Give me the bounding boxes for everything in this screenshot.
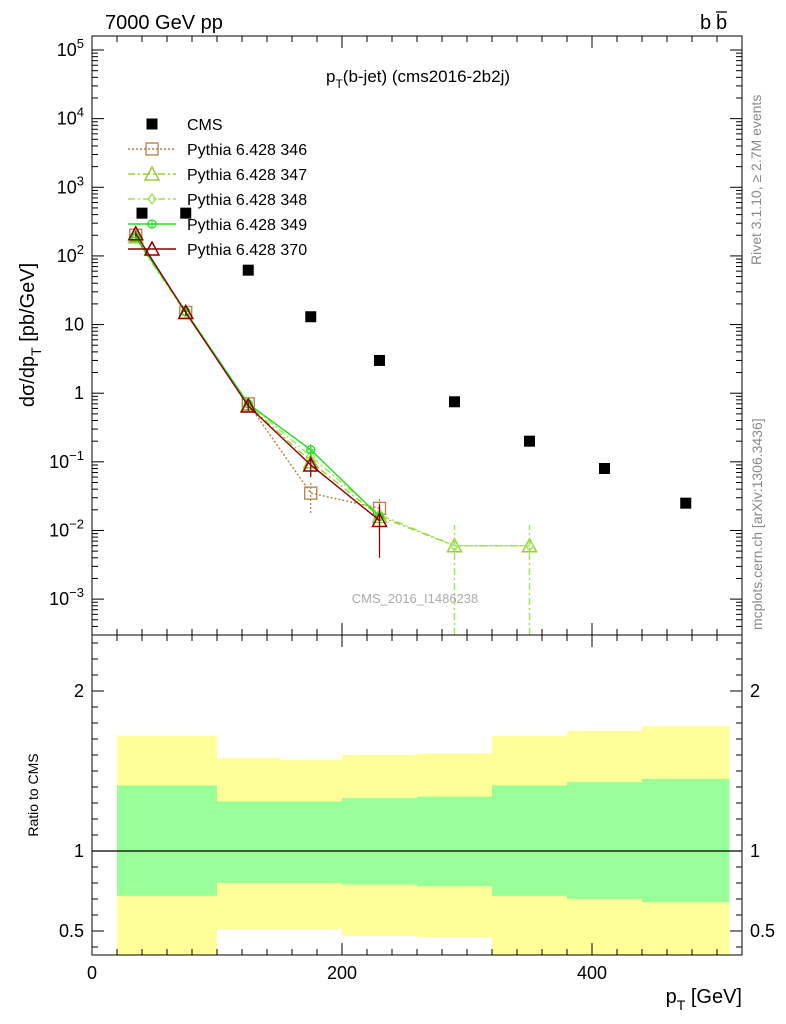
ratio-green-band-4: [417, 796, 492, 887]
series-1-line: [135, 234, 380, 510]
series-5: [127, 225, 388, 558]
y-tick-label-10: 10: [64, 315, 84, 335]
x-tick-label-200: 200: [327, 963, 357, 983]
legend-label-3: Pythia 6.428 348: [187, 192, 307, 209]
rivet-version-label: Rivet 3.1.10, ≥ 2.7M events: [748, 95, 764, 265]
series-4-line: [135, 237, 380, 517]
legend-marker-0: [146, 118, 158, 130]
legend: CMS Pythia 6.428 346 Pythia 6.428 347 Pythi…: [128, 117, 307, 259]
y-tick-label-100000: 105: [57, 36, 84, 60]
series-3-point-6: [524, 539, 535, 552]
series-3-line: [135, 238, 530, 547]
mcplots-credit-label: mcplots.cern.ch [arXiv:1306.3436]: [749, 418, 765, 630]
ratio-green-band-5: [492, 785, 567, 896]
series-0-point-0: [136, 207, 148, 219]
main-plot: 10−3 10−2 10−1 1 10 102 103 104 105 dσ/dpT [pb/Ge…: [17, 35, 743, 636]
legend-marker-1: [145, 142, 159, 156]
ratio-y-label-left-0.5: 0.5: [59, 921, 84, 941]
ratio-green-band-7: [642, 779, 730, 903]
header-process-b: b: [700, 12, 711, 34]
ratio-green-band-6: [567, 782, 642, 899]
ratio-y-label-right-0.5: 0.5: [750, 921, 775, 941]
series-4: [131, 232, 385, 531]
series-0-point-2: [242, 264, 254, 276]
legend-label-2: Pythia 6.428 347: [187, 167, 307, 184]
y-tick-label-0.01: 10−2: [49, 516, 84, 540]
series-0: [136, 207, 692, 509]
ratio-y-label-left-1: 1: [74, 841, 84, 861]
series-0-point-1: [180, 207, 192, 219]
ratio-axis-title: Ratio to CMS: [25, 753, 41, 836]
x-tick-label-0: 0: [87, 963, 97, 983]
ratio-green-band-3: [342, 798, 417, 885]
header-process: b b: [700, 11, 727, 34]
series-1: [129, 228, 387, 526]
ratio-y-label-right-1: 1: [750, 841, 760, 861]
series-0-point-6: [524, 435, 535, 447]
series-5-point-1: [177, 303, 195, 320]
y-tick-label-1000: 103: [57, 173, 84, 197]
series-2-line: [135, 236, 530, 547]
ratio-y-label-right-2: 2: [750, 681, 760, 701]
series-5-line: [135, 233, 380, 521]
x-tick-label-400: 400: [577, 963, 607, 983]
legend-label-0: CMS: [187, 117, 223, 134]
series-5-point-0: [127, 225, 145, 241]
series-2: [127, 228, 538, 635]
series-3: [130, 232, 535, 635]
legend-label-5: Pythia 6.428 370: [187, 242, 307, 259]
series-1-point-3: [304, 486, 318, 500]
series-4-point-3: [306, 445, 316, 455]
series-0-point-4: [374, 354, 385, 366]
header-process-bbar: b: [716, 12, 727, 34]
y-tick-label-0.1: 10−1: [49, 448, 84, 472]
y-tick-label-1: 1: [74, 383, 84, 403]
legend-marker-3: [147, 192, 157, 206]
analysis-watermark: CMS_2016_I1486238: [352, 591, 479, 606]
legend-label-4: Pythia 6.428 349: [187, 217, 307, 234]
ratio-plot: 0 200 400 0.5 0.5 1 1 2 2 Ratio to CMS pT [GeV]: [25, 634, 775, 1013]
ratio-y-label-left-2: 2: [74, 681, 84, 701]
ratio-green-band-2: [279, 801, 342, 883]
header-collision: 7000 GeV pp: [105, 12, 223, 34]
y-tick-label-0.001: 10−3: [49, 585, 84, 609]
series-5-point-2: [239, 397, 257, 413]
series-0-point-5: [449, 396, 460, 408]
x-axis-title: pT [GeV]: [666, 986, 742, 1013]
series-5-point-4: [371, 511, 388, 528]
series-0-point-3: [305, 311, 317, 323]
legend-marker-2: [143, 165, 161, 181]
series-5-point-3: [302, 456, 320, 472]
plot-title: pT(b-jet) (cms2016-2b2j): [326, 67, 510, 91]
ratio-green-band-1: [217, 801, 280, 883]
series-3-point-5: [449, 539, 460, 552]
series-0-point-7: [599, 462, 610, 474]
legend-marker-4: [147, 219, 157, 229]
series-0-point-8: [680, 497, 692, 509]
y-axis-title: dσ/dpT [pb/GeV]: [17, 263, 44, 407]
y-tick-label-10000: 104: [57, 105, 84, 129]
y-tick-label-100: 102: [57, 242, 84, 266]
legend-marker-5: [143, 240, 161, 256]
legend-label-1: Pythia 6.428 346: [187, 142, 307, 159]
ratio-green-band-0: [117, 785, 217, 896]
